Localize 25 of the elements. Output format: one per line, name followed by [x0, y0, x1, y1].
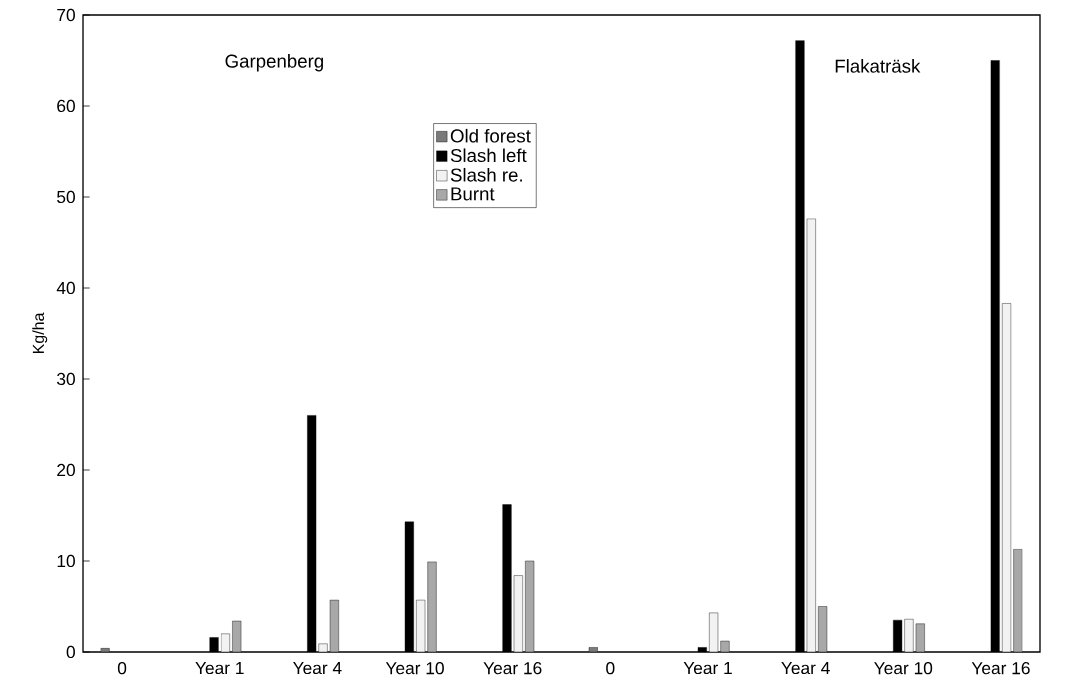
- annotation: Flakaträsk: [835, 59, 921, 73]
- legend-label: Burnt: [451, 187, 495, 201]
- y-tick-label: 70: [57, 8, 75, 22]
- x-tick-label: Year 16: [971, 662, 1030, 675]
- legend-label: Slash left: [450, 148, 527, 163]
- x-tick-label: Year 4: [781, 662, 830, 675]
- x-tick-label: 0: [117, 662, 127, 675]
- x-tick-label: 0: [606, 662, 615, 675]
- x-tick-label: Year 10: [385, 662, 444, 675]
- x-tick-label: Year 1: [683, 662, 732, 675]
- x-tick-label: Year 10: [874, 662, 933, 675]
- annotation: Garpenberg: [225, 54, 323, 72]
- y-tick-label: 20: [57, 463, 75, 477]
- y-axis-title: Kg/ha: [32, 312, 48, 354]
- x-tick-label: Year 16: [483, 662, 542, 675]
- legend-label: Slash re.: [450, 167, 522, 182]
- legend-label: Old forest: [450, 128, 531, 143]
- y-tick-label: 40: [56, 281, 75, 295]
- x-tick-label: Year 4: [293, 662, 342, 675]
- y-tick-label: 60: [57, 99, 75, 113]
- x-tick-label: Year 1: [195, 662, 244, 675]
- y-tick-label: 30: [57, 372, 75, 386]
- y-tick-label: 50: [57, 190, 75, 204]
- y-tick-label: 0: [66, 645, 75, 659]
- y-tick-label: 10: [57, 554, 75, 568]
